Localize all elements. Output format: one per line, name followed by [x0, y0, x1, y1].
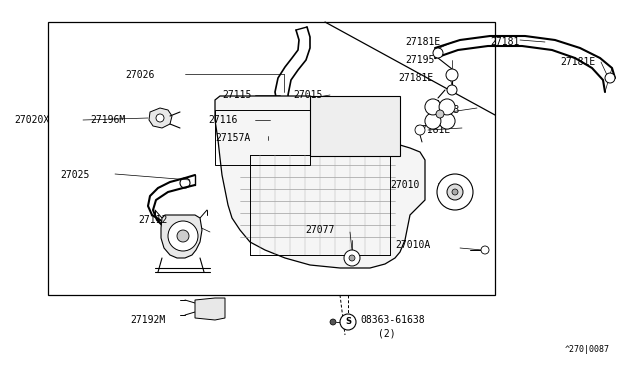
- Circle shape: [425, 99, 441, 115]
- Circle shape: [447, 184, 463, 200]
- Text: ^270|0087: ^270|0087: [565, 346, 610, 355]
- Text: 27183: 27183: [430, 105, 460, 115]
- Circle shape: [439, 113, 455, 129]
- Polygon shape: [149, 108, 172, 128]
- Circle shape: [344, 250, 360, 266]
- Circle shape: [168, 221, 198, 251]
- Polygon shape: [161, 215, 202, 258]
- Text: 27116: 27116: [208, 115, 237, 125]
- Text: 27115: 27115: [222, 90, 252, 100]
- Text: 27026: 27026: [125, 70, 154, 80]
- Circle shape: [605, 73, 615, 83]
- Circle shape: [177, 230, 189, 242]
- Text: 27195: 27195: [405, 55, 435, 65]
- Text: 27196M: 27196M: [90, 115, 125, 125]
- Bar: [215, 110, 310, 165]
- Circle shape: [425, 113, 441, 129]
- Circle shape: [446, 69, 458, 81]
- Circle shape: [437, 174, 473, 210]
- Circle shape: [436, 110, 444, 118]
- Text: 27181E: 27181E: [560, 57, 595, 67]
- Text: 27112: 27112: [138, 215, 168, 225]
- Text: 27077: 27077: [305, 225, 334, 235]
- Bar: [48, 22, 495, 295]
- Circle shape: [156, 114, 164, 122]
- Circle shape: [439, 99, 455, 115]
- Circle shape: [433, 48, 443, 58]
- Text: 27010A: 27010A: [395, 240, 430, 250]
- Text: 27181E: 27181E: [398, 73, 433, 83]
- Text: 27157A: 27157A: [215, 133, 250, 143]
- Text: 27181E: 27181E: [405, 37, 440, 47]
- Circle shape: [180, 178, 190, 188]
- Circle shape: [447, 85, 457, 95]
- Text: 27192M: 27192M: [130, 315, 165, 325]
- Text: 27015: 27015: [293, 90, 323, 100]
- Circle shape: [415, 125, 425, 135]
- Text: 27010: 27010: [390, 180, 419, 190]
- Text: S: S: [345, 317, 351, 327]
- Text: 27020X: 27020X: [14, 115, 49, 125]
- Circle shape: [340, 314, 356, 330]
- Text: 27181: 27181: [490, 37, 520, 47]
- Polygon shape: [195, 298, 225, 320]
- Text: 08363-61638: 08363-61638: [360, 315, 424, 325]
- Circle shape: [481, 246, 489, 254]
- Text: 27181E: 27181E: [415, 125, 451, 135]
- Circle shape: [330, 319, 336, 325]
- Bar: [310, 96, 400, 156]
- Text: 27025: 27025: [60, 170, 90, 180]
- Polygon shape: [215, 96, 425, 268]
- Text: (2): (2): [378, 328, 396, 338]
- Circle shape: [349, 255, 355, 261]
- Circle shape: [452, 189, 458, 195]
